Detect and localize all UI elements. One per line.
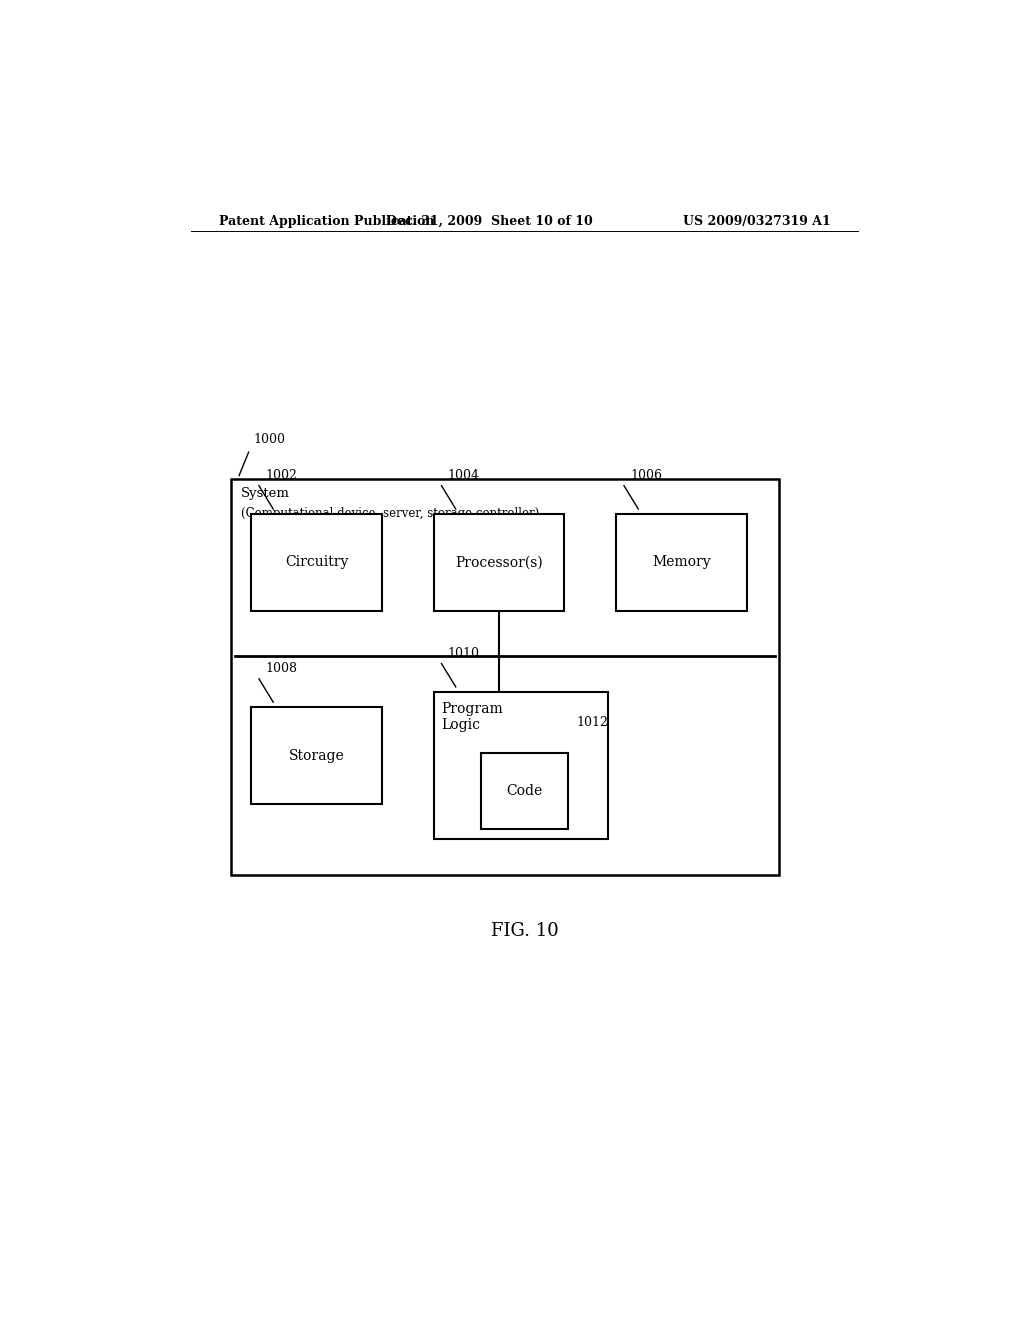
Text: 1002: 1002	[265, 469, 297, 482]
Text: Storage: Storage	[289, 748, 344, 763]
Bar	[616, 515, 748, 611]
Bar	[251, 708, 382, 804]
Text: Processor(s): Processor(s)	[455, 556, 543, 569]
Text: Code: Code	[507, 784, 543, 799]
Text: 1010: 1010	[447, 647, 480, 660]
Bar	[251, 515, 382, 611]
Text: Patent Application Publication: Patent Application Publication	[219, 215, 435, 228]
Bar	[231, 479, 778, 875]
Text: 1004: 1004	[447, 469, 480, 482]
Text: Circuitry: Circuitry	[285, 556, 348, 569]
Text: 1000: 1000	[253, 433, 286, 446]
Bar	[433, 515, 564, 611]
Text: (Computational device, server, storage controller): (Computational device, server, storage c…	[241, 507, 539, 520]
Text: 1012: 1012	[577, 715, 608, 729]
Text: Program
Logic: Program Logic	[441, 702, 503, 733]
Text: Memory: Memory	[652, 556, 711, 569]
Text: US 2009/0327319 A1: US 2009/0327319 A1	[683, 215, 830, 228]
Text: 1008: 1008	[265, 663, 297, 675]
Text: System: System	[241, 487, 290, 500]
Text: Dec. 31, 2009  Sheet 10 of 10: Dec. 31, 2009 Sheet 10 of 10	[386, 215, 593, 228]
Text: 1006: 1006	[631, 469, 663, 482]
Text: FIG. 10: FIG. 10	[490, 921, 559, 940]
Bar	[481, 752, 568, 829]
Bar	[433, 692, 608, 840]
